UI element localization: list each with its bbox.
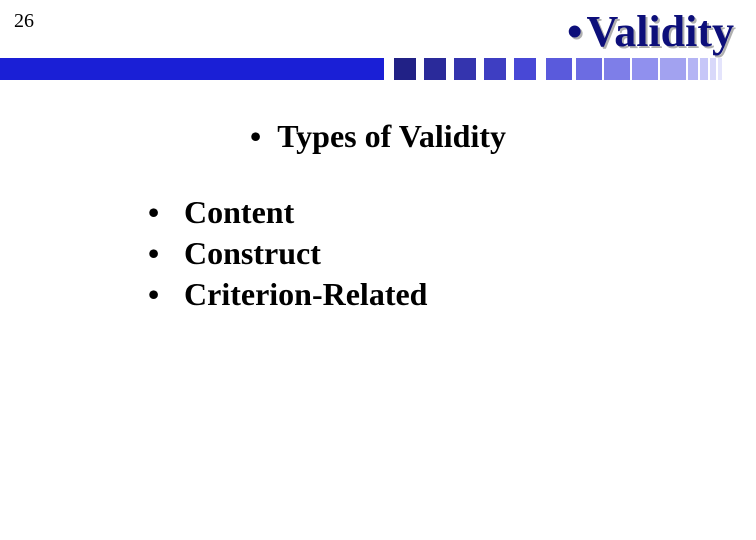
list-item: •Construct [148,235,427,272]
bullet-list: •Content•Construct•Criterion-Related [148,194,427,317]
bar-square [718,58,722,80]
title-text: Validity [586,7,734,56]
slide-title: •Validity [567,6,734,57]
list-item-label: Content [184,194,294,230]
bar-square [514,58,536,80]
bullet-icon: • [148,235,184,272]
bullet-icon: • [148,276,184,313]
bar-square [484,58,506,80]
bar-square [688,58,698,80]
bar-square [424,58,446,80]
title-bullet: • [567,7,582,56]
decorative-bar [0,58,756,80]
list-item-label: Construct [184,235,321,271]
slide-subtitle: • Types of Validity [0,118,756,155]
bar-square [632,58,658,80]
list-item-label: Criterion-Related [184,276,427,312]
bar-square [394,58,416,80]
bullet-icon: • [148,194,184,231]
bar-square [660,58,686,80]
bar-square [700,58,708,80]
bar-square [604,58,630,80]
list-item: •Criterion-Related [148,276,427,313]
slide-number: 26 [14,10,34,33]
bar-square [546,58,572,80]
list-item: •Content [148,194,427,231]
bar-square [454,58,476,80]
bar-main [0,58,384,80]
bar-square [710,58,716,80]
subtitle-text: Types of Validity [277,118,506,154]
bar-square [576,58,602,80]
